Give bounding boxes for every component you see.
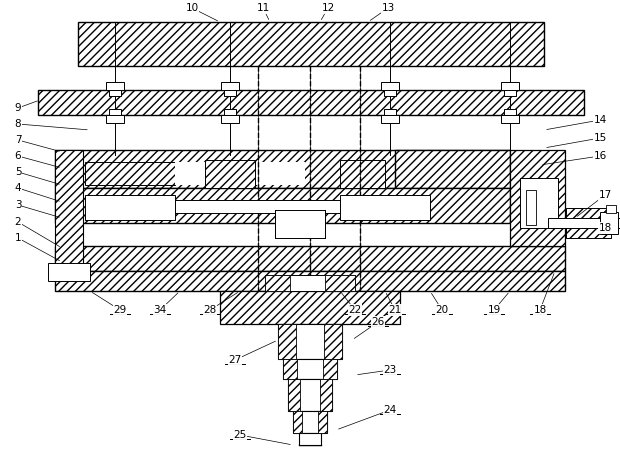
Bar (38, 90, 584, 115)
Bar (265, 275, 290, 291)
Polygon shape (85, 162, 175, 185)
Text: 21: 21 (388, 305, 402, 315)
Text: 5: 5 (15, 167, 21, 177)
Bar (55, 246, 565, 271)
Text: 17: 17 (598, 190, 611, 200)
Bar (340, 160, 385, 188)
Bar (501, 82, 519, 90)
Bar (299, 433, 321, 445)
Bar (504, 90, 516, 96)
Bar (384, 109, 396, 115)
Bar (283, 359, 337, 379)
Text: 9: 9 (15, 103, 21, 113)
Text: 34: 34 (153, 305, 167, 315)
Bar (106, 115, 124, 123)
Bar (55, 271, 565, 291)
Bar (224, 90, 236, 96)
Bar (381, 82, 399, 90)
Text: 23: 23 (383, 365, 397, 375)
Bar (395, 150, 510, 188)
Text: 24: 24 (383, 405, 397, 415)
Text: 1: 1 (15, 233, 21, 243)
Text: 7: 7 (15, 135, 21, 145)
Text: 13: 13 (381, 3, 394, 13)
Bar (55, 188, 510, 223)
Text: 8: 8 (15, 119, 21, 129)
Text: 25: 25 (233, 430, 247, 440)
Text: 29: 29 (113, 305, 126, 315)
Text: 14: 14 (593, 115, 606, 125)
Bar (340, 195, 430, 220)
Bar (278, 324, 342, 359)
Bar (85, 195, 175, 220)
Text: 12: 12 (321, 3, 335, 13)
Bar (600, 212, 618, 234)
Bar (501, 115, 519, 123)
Bar (106, 82, 124, 90)
Text: 27: 27 (228, 355, 242, 365)
Bar (221, 82, 239, 90)
Text: 15: 15 (593, 133, 606, 143)
Text: 26: 26 (371, 317, 384, 327)
Bar (381, 115, 399, 123)
Bar (275, 210, 325, 238)
Text: 4: 4 (15, 183, 21, 193)
Text: 11: 11 (257, 3, 270, 13)
Bar (325, 275, 355, 291)
Bar (224, 109, 236, 115)
Text: 6: 6 (15, 151, 21, 161)
Bar (606, 205, 616, 213)
Bar (55, 150, 510, 188)
Text: 3: 3 (15, 200, 21, 210)
Text: 18: 18 (533, 305, 547, 315)
Bar (324, 324, 342, 359)
Bar (384, 90, 396, 96)
Bar (320, 379, 332, 411)
Text: 18: 18 (598, 223, 611, 233)
Text: 2: 2 (15, 217, 21, 227)
Bar (293, 411, 302, 433)
Bar (78, 22, 544, 66)
Bar (510, 150, 565, 246)
Bar (323, 359, 337, 379)
Text: 22: 22 (348, 305, 361, 315)
Bar (526, 190, 536, 225)
Bar (109, 109, 121, 115)
Text: 19: 19 (487, 305, 500, 315)
Bar (265, 275, 355, 291)
Text: 10: 10 (185, 3, 198, 13)
Bar (221, 115, 239, 123)
Bar (288, 379, 332, 411)
Bar (175, 162, 305, 185)
Bar (548, 218, 620, 228)
Bar (520, 178, 558, 228)
Text: 20: 20 (435, 305, 448, 315)
Bar (278, 324, 296, 359)
Bar (55, 150, 83, 271)
Text: 28: 28 (203, 305, 216, 315)
Text: 16: 16 (593, 151, 606, 161)
Bar (109, 90, 121, 96)
Bar (504, 109, 516, 115)
Bar (205, 160, 255, 188)
Bar (175, 200, 340, 213)
Bar (566, 208, 611, 238)
Bar (288, 379, 300, 411)
Bar (293, 411, 327, 433)
Bar (220, 291, 400, 324)
Bar (48, 263, 90, 281)
Bar (318, 411, 327, 433)
Bar (283, 359, 297, 379)
